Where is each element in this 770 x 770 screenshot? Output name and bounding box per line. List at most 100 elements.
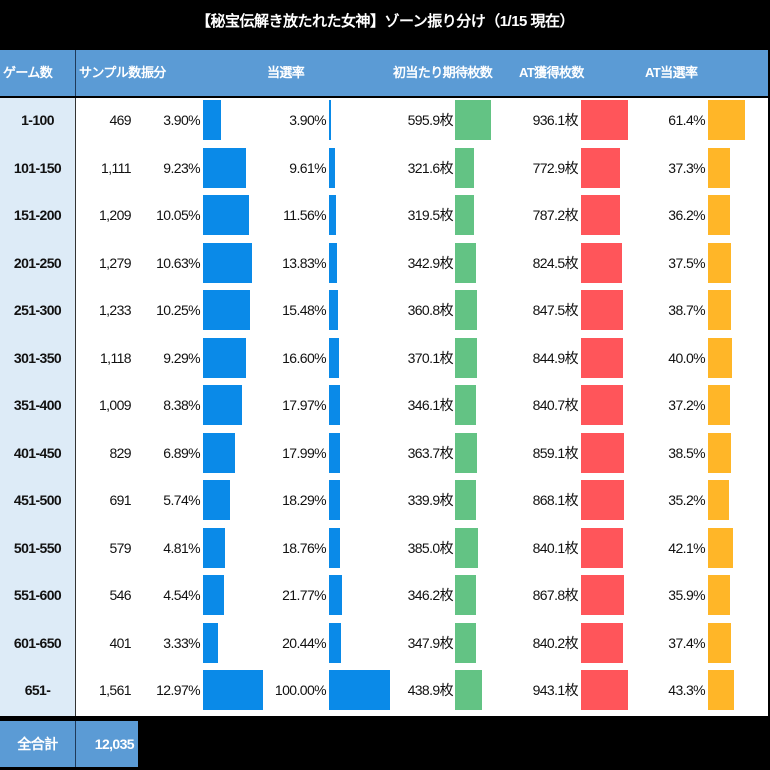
at-coins-bar: [581, 100, 628, 140]
at-coins-bar: [581, 195, 621, 235]
at-coins-value: 844.9枚: [532, 349, 579, 366]
hit-rate-bar: [329, 480, 341, 520]
at-coins-value: 943.1枚: [532, 682, 579, 698]
hit-rate-value: 15.48%: [282, 302, 326, 318]
at-rate-value: 37.5%: [668, 254, 705, 271]
expected-coins-bar: [455, 527, 479, 568]
zone-label: 601-650: [13, 634, 62, 651]
at-coins-bar: [581, 147, 620, 188]
hit-rate-value: 20.44%: [282, 634, 326, 651]
distribution-value: 4.81%: [163, 539, 200, 556]
expected-coins-bar: [455, 622, 477, 663]
zone-label: 501-550: [13, 539, 62, 556]
at-coins-bar: [581, 290, 624, 330]
hit-rate-value: 17.99%: [282, 444, 326, 461]
at-rate-value: 38.7%: [668, 302, 705, 318]
total-samples: 12,035: [94, 736, 135, 752]
header-samples: サンプル数: [79, 65, 141, 80]
distribution-value: 3.90%: [163, 112, 200, 128]
hit-rate-bar: [329, 337, 340, 378]
at-rate-bar: [708, 575, 730, 615]
header-hit-rate: 当選率: [267, 65, 305, 80]
at-coins-bar: [581, 527, 623, 568]
at-coins-value: 840.7枚: [532, 397, 579, 413]
expected-coins-value: 346.2枚: [407, 587, 454, 603]
table-header: ゲーム数 サンプル数 振分 当選率 初当たり期待枚数 AT獲得枚数 AT当選率: [0, 50, 768, 96]
expected-coins-value: 319.5枚: [407, 207, 454, 223]
hit-rate-value: 21.77%: [282, 587, 326, 603]
at-rate-bar: [708, 480, 730, 520]
distribution-value: 10.05%: [156, 207, 200, 223]
total-row: 全合計 12,035: [0, 721, 138, 767]
samples-value: 1,118: [100, 349, 132, 366]
at-rate-value: 37.3%: [668, 159, 705, 176]
at-rate-bar: [708, 195, 730, 235]
zone-label: 551-600: [13, 587, 62, 603]
hit-rate-bar: [329, 527, 341, 568]
table-row: 551-600 546 4.54% 21.77% 346.2枚 867.8枚 35.9%: [0, 573, 768, 621]
header-expected-coins: 初当たり期待枚数: [393, 65, 493, 80]
distribution-bar: [203, 385, 242, 425]
at-coins-value: 824.5枚: [532, 254, 579, 271]
at-coins-bar: [581, 622, 623, 663]
expected-coins-value: 363.7枚: [407, 444, 454, 461]
distribution-value: 8.38%: [163, 397, 200, 413]
samples-value: 1,111: [101, 159, 132, 176]
header-game-count: ゲーム数: [3, 65, 53, 80]
table-row: 401-450 829 6.89% 17.99% 363.7枚 859.1枚 38.5%: [0, 431, 768, 479]
expected-coins-bar: [455, 575, 476, 615]
hit-rate-value: 13.83%: [282, 254, 326, 271]
expected-coins-value: 360.8枚: [407, 302, 454, 318]
samples-value: 579: [109, 539, 131, 556]
zone-label: 151-200: [13, 207, 62, 223]
hit-rate-value: 11.56%: [283, 207, 326, 223]
distribution-bar: [203, 100, 222, 140]
at-coins-bar: [581, 337, 624, 378]
expected-coins-value: 321.6枚: [407, 159, 454, 176]
hit-rate-bar: [329, 242, 338, 283]
total-label: 全合計: [17, 736, 58, 752]
distribution-value: 4.54%: [163, 587, 200, 603]
expected-coins-value: 595.9枚: [407, 112, 454, 128]
samples-value: 401: [109, 634, 131, 651]
hit-rate-value: 16.60%: [282, 349, 326, 366]
hit-rate-bar: [329, 622, 342, 663]
distribution-bar: [203, 242, 253, 283]
expected-coins-value: 342.9枚: [407, 254, 454, 271]
expected-coins-value: 370.1枚: [407, 349, 454, 366]
at-rate-value: 61.4%: [668, 112, 705, 128]
at-rate-value: 35.9%: [668, 587, 705, 603]
expected-coins-bar: [455, 100, 491, 140]
expected-coins-value: 438.9枚: [407, 682, 454, 698]
zone-label: 201-250: [13, 254, 62, 271]
hit-rate-value: 18.76%: [282, 539, 326, 556]
distribution-bar: [203, 337, 246, 378]
hit-rate-bar: [329, 147, 335, 188]
header-at-coins: AT獲得枚数: [519, 65, 584, 80]
at-rate-bar: [708, 147, 731, 188]
zone-label: 451-500: [13, 492, 62, 508]
hit-rate-bar: [329, 670, 390, 710]
at-rate-value: 38.5%: [668, 444, 705, 461]
distribution-bar: [203, 147, 246, 188]
at-coins-value: 772.9枚: [532, 159, 579, 176]
at-coins-value: 787.2枚: [532, 207, 579, 223]
distribution-value: 9.29%: [163, 349, 200, 366]
hit-rate-value: 100.00%: [274, 682, 327, 698]
zone-label: 1-100: [21, 112, 54, 128]
distribution-bar: [203, 670, 263, 710]
table-row: 601-650 401 3.33% 20.44% 347.9枚 840.2枚 37.4%: [0, 621, 768, 669]
at-rate-bar: [708, 432, 732, 473]
at-coins-value: 867.8枚: [532, 587, 579, 603]
expected-coins-bar: [455, 385, 476, 425]
samples-value: 1,009: [98, 397, 132, 413]
zone-label: 651-: [24, 682, 51, 698]
distribution-value: 6.89%: [163, 444, 200, 461]
table-row: 151-200 1,209 10.05% 11.56% 319.5枚 787.2枚 36.2…: [0, 193, 768, 241]
hit-rate-bar: [329, 195, 337, 235]
expected-coins-bar: [455, 195, 475, 235]
table-bottom-border: [0, 716, 770, 719]
hit-rate-value: 9.61%: [289, 159, 326, 176]
zone-label: 351-400: [13, 397, 62, 413]
expected-coins-bar: [455, 480, 476, 520]
